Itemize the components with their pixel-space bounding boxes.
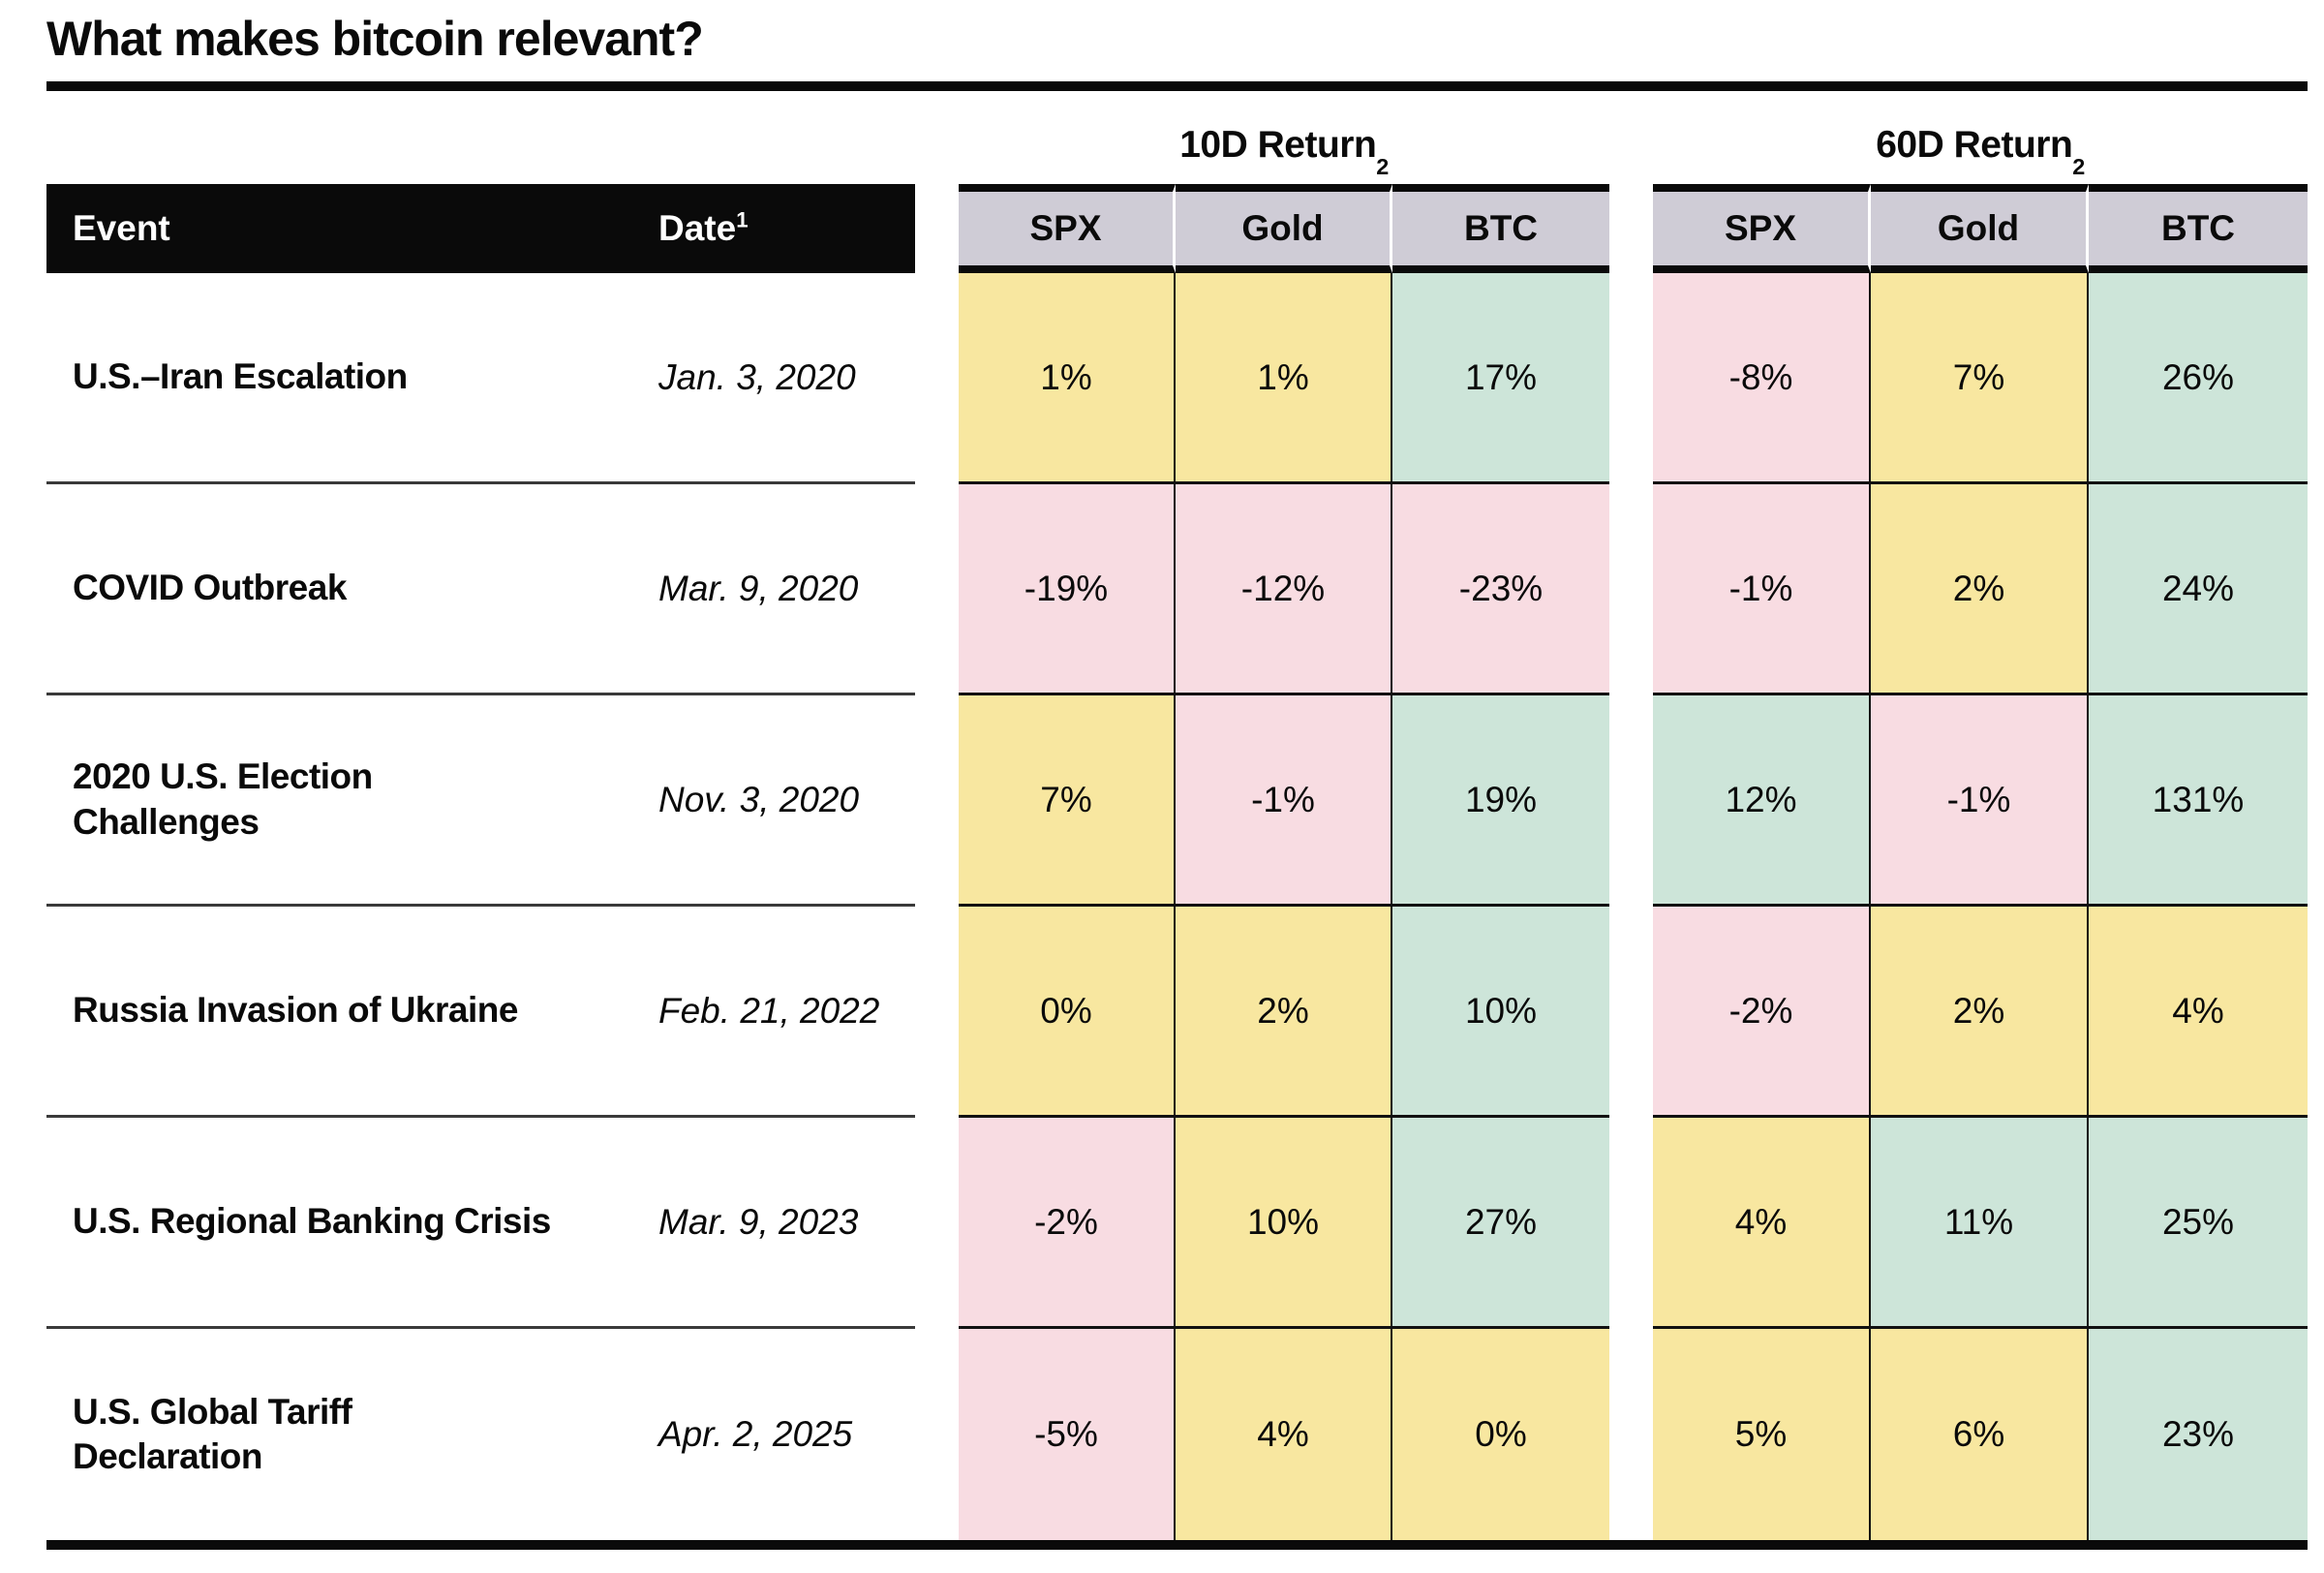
event-name: U.S. Regional Banking Crisis xyxy=(73,1201,551,1242)
table-row-event: 2020 U.S. Election Challenges Nov. 3, 20… xyxy=(46,695,915,907)
returns-table: 10D Return 2 60D Return 2 Event Date1 SPX … xyxy=(46,91,2308,1550)
return-cell: 1% xyxy=(1176,273,1392,484)
table-row-event: U.S. Regional Banking Crisis Mar. 9, 202… xyxy=(46,1118,915,1329)
return-cell: 26% xyxy=(2089,273,2308,484)
return-cell: 5% xyxy=(1653,1329,1871,1540)
return-cell: 0% xyxy=(1392,1329,1609,1540)
event-date: Nov. 3, 2020 xyxy=(658,779,860,819)
return-cell: 23% xyxy=(2089,1329,2308,1540)
return-cell: 27% xyxy=(1392,1118,1609,1329)
return-cell: 7% xyxy=(1871,273,2089,484)
column-header-btc-60d: BTC xyxy=(2089,184,2308,273)
return-cell: -2% xyxy=(1653,907,1871,1118)
table-row-event: COVID Outbreak Mar. 9, 2020 xyxy=(46,484,915,695)
return-cell: 2% xyxy=(1176,907,1392,1118)
return-cell: 1% xyxy=(959,273,1176,484)
event-date: Mar. 9, 2023 xyxy=(658,1201,859,1242)
group-header-10d: 10D Return 2 xyxy=(1179,124,1389,179)
table-row-event: U.S.–Iran Escalation Jan. 3, 2020 xyxy=(46,273,915,484)
event-date: Feb. 21, 2022 xyxy=(658,990,880,1031)
return-cell: 24% xyxy=(2089,484,2308,695)
column-header-btc-10d: BTC xyxy=(1392,184,1609,273)
column-header-gold-60d: Gold xyxy=(1871,184,2089,273)
return-cell: 0% xyxy=(959,907,1176,1118)
return-cell: -1% xyxy=(1176,695,1392,907)
return-cell: -12% xyxy=(1176,484,1392,695)
return-cell: 2% xyxy=(1871,907,2089,1118)
return-cell: 2% xyxy=(1871,484,2089,695)
title-rule xyxy=(46,81,2308,91)
return-cell: 4% xyxy=(1653,1118,1871,1329)
event-name: COVID Outbreak xyxy=(73,568,347,608)
event-name: 2020 U.S. Election Challenges xyxy=(73,756,373,842)
group-header-10d-label: 10D Return xyxy=(1179,124,1377,166)
date-header-label: Date1 xyxy=(658,207,749,248)
return-cell: 25% xyxy=(2089,1118,2308,1329)
event-date: Apr. 2, 2025 xyxy=(658,1414,853,1454)
event-date: Jan. 3, 2020 xyxy=(658,356,856,397)
return-cell: 6% xyxy=(1871,1329,2089,1540)
return-cell: 7% xyxy=(959,695,1176,907)
return-cell: 12% xyxy=(1653,695,1871,907)
return-cell: 4% xyxy=(2089,907,2308,1118)
return-cell: 17% xyxy=(1392,273,1609,484)
event-header-label: Event xyxy=(73,208,170,248)
return-cell: 10% xyxy=(1392,907,1609,1118)
return-cell: -2% xyxy=(959,1118,1176,1329)
event-name: U.S. Global Tariff Declaration xyxy=(73,1391,352,1476)
return-cell: 10% xyxy=(1176,1118,1392,1329)
event-name: U.S.–Iran Escalation xyxy=(73,356,408,397)
return-cell: -1% xyxy=(1653,484,1871,695)
table-row-event: U.S. Global Tariff Declaration Apr. 2, 2… xyxy=(46,1329,915,1540)
page-title: What makes bitcoin relevant? xyxy=(46,12,704,66)
group-header-60d: 60D Return 2 xyxy=(1876,124,2085,179)
table-row-event: Russia Invasion of Ukraine Feb. 21, 2022 xyxy=(46,907,915,1118)
return-cell: 131% xyxy=(2089,695,2308,907)
footnote-marker: 1 xyxy=(736,207,749,232)
return-cell: -23% xyxy=(1392,484,1609,695)
column-header-gold-10d: Gold xyxy=(1176,184,1392,273)
group-header-60d-label: 60D Return xyxy=(1876,124,2073,166)
return-cell: 11% xyxy=(1871,1118,2089,1329)
table-bottom-rule xyxy=(46,1540,2308,1550)
return-cell: 4% xyxy=(1176,1329,1392,1540)
return-cell: -5% xyxy=(959,1329,1176,1540)
return-cell: -1% xyxy=(1871,695,2089,907)
return-cell: 19% xyxy=(1392,695,1609,907)
event-date-column-header: Event Date1 xyxy=(46,184,915,273)
return-cell: -8% xyxy=(1653,273,1871,484)
column-header-spx-10d: SPX xyxy=(959,184,1176,273)
event-date: Mar. 9, 2020 xyxy=(658,568,859,608)
return-cell: -19% xyxy=(959,484,1176,695)
event-name: Russia Invasion of Ukraine xyxy=(73,990,518,1031)
column-header-spx-60d: SPX xyxy=(1653,184,1871,273)
